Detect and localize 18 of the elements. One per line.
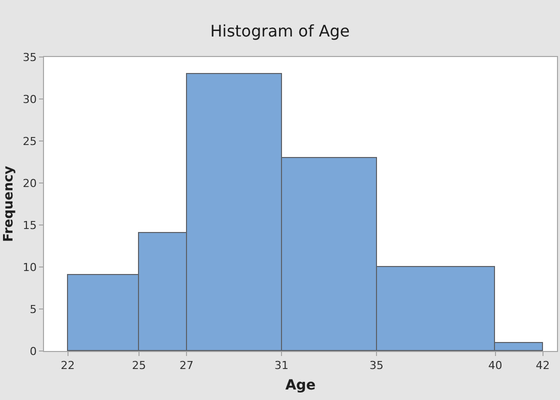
x-axis-title: Age (285, 378, 316, 394)
x-tick-label: 22 (60, 359, 75, 372)
x-tick-label: 27 (180, 359, 194, 372)
y-tick-label: 25 (22, 134, 37, 148)
x-tick-label: 40 (488, 359, 502, 372)
x-tick-label: 31 (274, 359, 288, 372)
y-tick-label: 10 (22, 260, 37, 274)
y-tick-label: 0 (30, 344, 37, 358)
y-tick-label: 20 (22, 176, 37, 190)
x-tick-label: 35 (370, 359, 384, 372)
x-tick-label: 42 (536, 359, 550, 372)
y-tick-label: 5 (30, 302, 37, 316)
x-tick-label: 25 (132, 359, 146, 372)
y-tick-label: 35 (22, 50, 37, 64)
chart-title: Histogram of Age (210, 22, 350, 41)
y-tick-label: 30 (22, 92, 37, 106)
y-tick-label: 15 (22, 218, 37, 232)
y-axis-title: Frequency (2, 165, 17, 242)
